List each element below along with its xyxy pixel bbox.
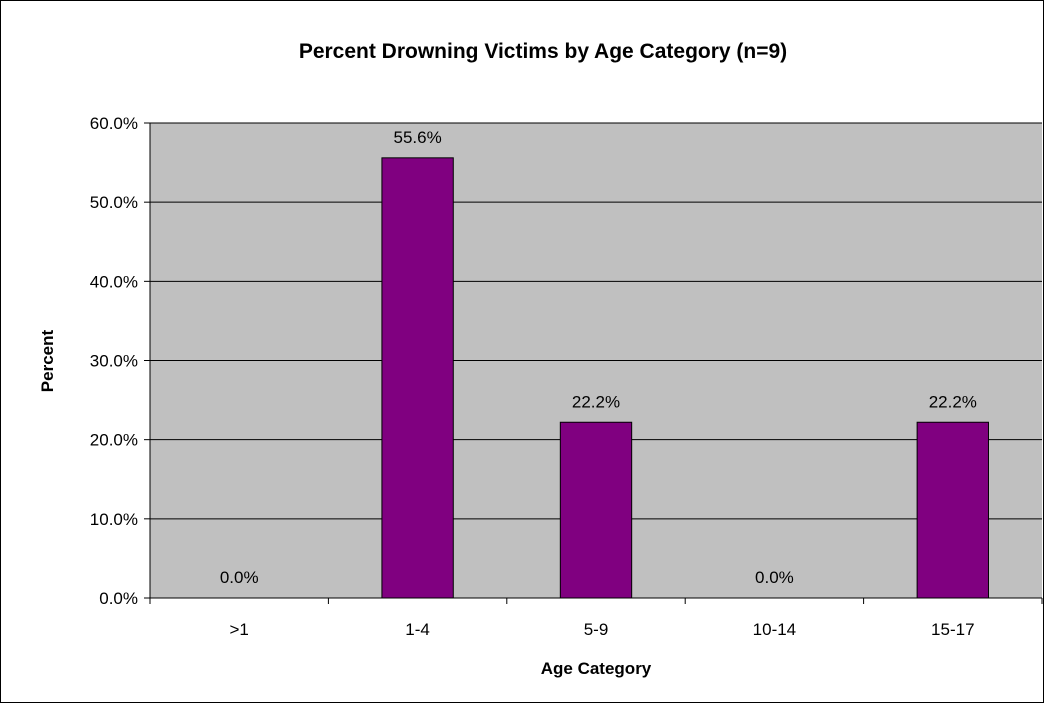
y-tick-label: 0.0% (99, 589, 138, 608)
x-tick-label: 5-9 (584, 620, 609, 639)
y-tick-label: 40.0% (90, 272, 138, 291)
x-tick-label: 15-17 (931, 620, 974, 639)
bar (559, 421, 633, 599)
data-label: 0.0% (220, 568, 259, 587)
y-tick-label: 60.0% (90, 114, 138, 133)
x-tick-label: 10-14 (753, 620, 796, 639)
data-label: 22.2% (929, 392, 977, 411)
data-label: 0.0% (755, 568, 794, 587)
y-tick-label: 30.0% (90, 352, 138, 371)
y-tick-label: 10.0% (90, 510, 138, 529)
y-tick-label: 50.0% (90, 193, 138, 212)
bar (381, 157, 454, 599)
x-tick-label: >1 (230, 620, 249, 639)
y-tick-label: 20.0% (90, 431, 138, 450)
x-tick-label: 1-4 (405, 620, 430, 639)
data-label: 22.2% (572, 392, 620, 411)
bar (916, 421, 989, 599)
chart-title: Percent Drowning Victims by Age Category… (299, 40, 787, 63)
x-axis-label: Age Category (541, 659, 652, 678)
y-axis-label: Percent (38, 329, 57, 392)
data-label: 55.6% (393, 128, 441, 147)
plot-layer: 0.0% 10.0% 20.0% 30.0% 40.0% 50.0% 60.0% 0.0% >1… (90, 114, 1043, 639)
